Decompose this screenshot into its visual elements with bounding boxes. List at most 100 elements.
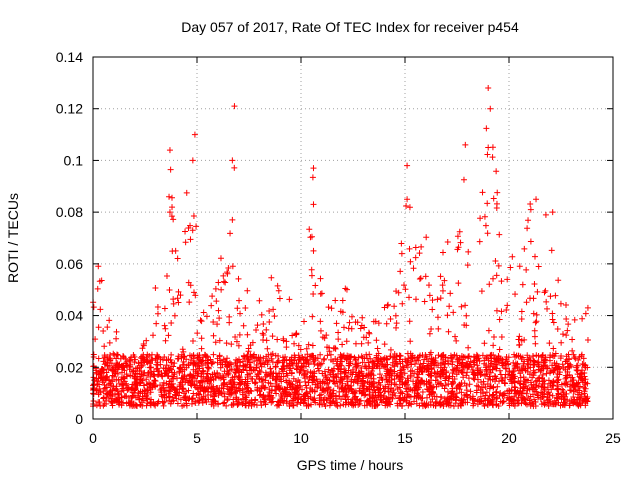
data-point [107, 387, 114, 394]
data-point [208, 302, 215, 309]
data-point [527, 379, 534, 386]
data-point [487, 105, 494, 112]
data-point [343, 286, 350, 293]
data-point [216, 388, 223, 395]
data-point [176, 369, 183, 376]
data-point [502, 365, 509, 372]
data-point [499, 375, 506, 382]
data-point [381, 341, 388, 348]
data-point [365, 339, 372, 346]
data-point [106, 339, 113, 346]
data-point [534, 288, 541, 295]
x-tick-label: 0 [89, 430, 97, 446]
data-point [105, 366, 112, 373]
data-point [120, 354, 127, 361]
data-point [397, 268, 404, 275]
data-point [260, 392, 267, 399]
data-point [224, 269, 231, 276]
data-point [581, 388, 588, 395]
data-point [490, 334, 497, 341]
data-point [251, 379, 258, 386]
data-point [169, 394, 176, 401]
data-point [465, 355, 472, 362]
data-point [441, 364, 448, 371]
data-point [150, 332, 157, 339]
data-point [302, 382, 309, 389]
data-point [202, 375, 209, 382]
data-point [182, 239, 189, 246]
data-point [463, 372, 470, 379]
data-point [566, 402, 573, 409]
data-point [435, 325, 442, 332]
data-point [439, 382, 446, 389]
data-point [103, 394, 110, 401]
data-point [514, 397, 521, 404]
data-point [198, 335, 205, 342]
data-point [490, 398, 497, 405]
data-point [200, 387, 207, 394]
data-point [529, 353, 536, 360]
data-point [489, 392, 496, 399]
data-point [444, 238, 451, 245]
data-point [523, 390, 530, 397]
data-point [231, 164, 238, 171]
data-point [524, 225, 531, 232]
data-point [549, 352, 556, 359]
data-point [549, 310, 556, 317]
data-point [167, 356, 174, 363]
data-point [490, 363, 497, 370]
data-point [564, 381, 571, 388]
data-point [490, 275, 497, 282]
data-point [205, 378, 212, 385]
data-point [427, 362, 434, 369]
data-point [490, 195, 497, 202]
data-point [342, 391, 349, 398]
data-point [180, 358, 187, 365]
data-point [560, 364, 567, 371]
data-point [270, 306, 277, 313]
y-tick-label: 0 [75, 411, 83, 427]
data-point [182, 393, 189, 400]
data-point [209, 360, 216, 367]
data-point [351, 390, 358, 397]
data-point [127, 357, 134, 364]
data-point [136, 396, 143, 403]
data-point [466, 363, 473, 370]
data-point [356, 400, 363, 407]
data-point [531, 253, 538, 260]
data-point [550, 345, 557, 352]
data-point [304, 357, 311, 364]
data-point [225, 264, 232, 271]
data-point [443, 368, 450, 375]
data-point [248, 375, 255, 382]
data-point [442, 382, 449, 389]
data-point [136, 368, 143, 375]
data-point [281, 386, 288, 393]
data-point [481, 340, 488, 347]
data-point [556, 371, 563, 378]
data-point [474, 376, 481, 383]
data-point [318, 397, 325, 404]
data-point [415, 394, 422, 401]
data-point [515, 367, 522, 374]
data-point [394, 402, 401, 409]
data-point [376, 379, 383, 386]
data-point [484, 200, 491, 207]
data-point [90, 351, 97, 358]
data-point [493, 168, 500, 175]
data-point [375, 320, 382, 327]
data-point [563, 374, 570, 381]
data-point [511, 373, 518, 380]
data-point [372, 389, 379, 396]
data-point [450, 403, 457, 410]
data-point [195, 390, 202, 397]
data-point [162, 337, 169, 344]
data-point [406, 294, 413, 301]
data-point [355, 372, 362, 379]
data-point [317, 351, 324, 358]
data-point [533, 318, 540, 325]
data-point [125, 394, 132, 401]
data-point [294, 363, 301, 370]
data-point [515, 352, 522, 359]
